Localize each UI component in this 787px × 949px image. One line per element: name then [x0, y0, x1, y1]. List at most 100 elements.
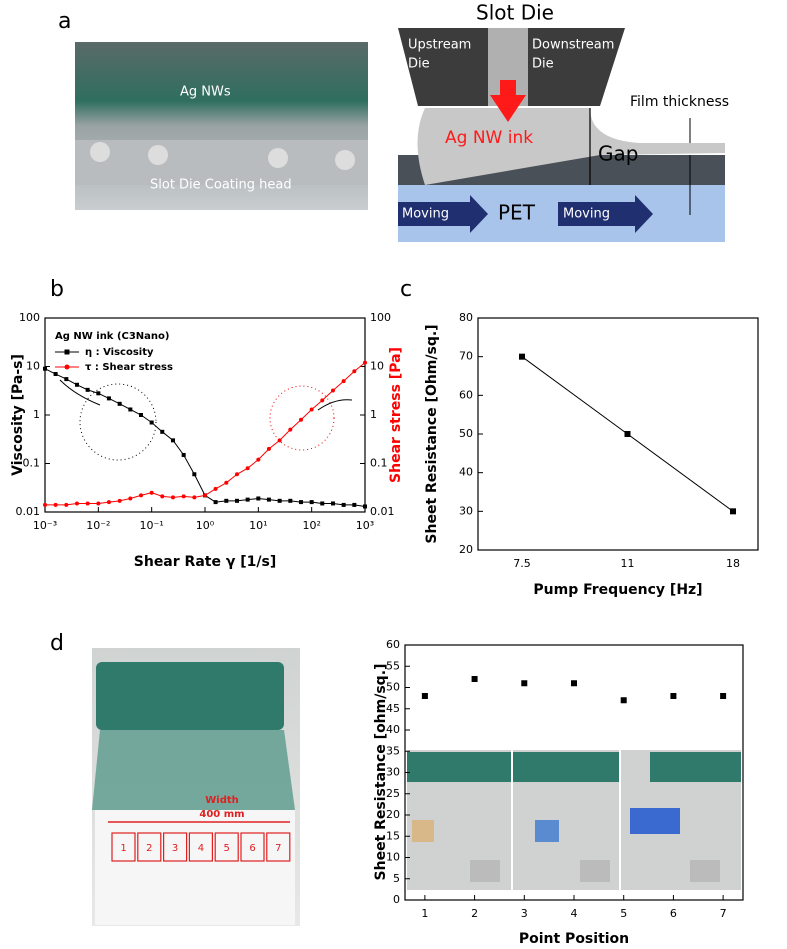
data-point — [288, 498, 293, 503]
y-tick-label: 0 — [393, 893, 400, 906]
point-box — [240, 832, 265, 862]
x-tick-label: 2 — [471, 907, 478, 920]
data-point — [288, 427, 293, 432]
data-point — [720, 693, 727, 699]
y2-tick-label: 100 — [370, 311, 391, 324]
data-point — [74, 382, 79, 387]
diagram-label: Upstream — [408, 38, 471, 53]
x-tick-label: 7 — [720, 907, 727, 920]
annotation-circle — [269, 385, 335, 451]
data-point — [74, 501, 79, 506]
y-tick-label: 40 — [459, 466, 473, 479]
data-point — [245, 497, 250, 502]
y-tick-label: 20 — [459, 543, 473, 556]
point-label: 7 — [275, 843, 281, 854]
data-point — [160, 494, 165, 499]
chart: 0.01 0.1 1 10 100 0.01 0.1 1 10 100 10⁻³ 10⁻² 10⁻¹ 10… — [10, 311, 404, 570]
point-box — [188, 832, 213, 862]
y2-axis-label: Shear stress [Pa] — [388, 347, 404, 483]
x-axis-label: Shear Rate γ [1/s] — [134, 554, 276, 570]
y-tick-label: 70 — [459, 350, 473, 363]
data-point — [43, 502, 47, 507]
data-point — [128, 496, 133, 501]
x-tick-label: 10⁰ — [196, 519, 215, 532]
point-label: 5 — [224, 843, 230, 854]
x-tick-label: 7.5 — [513, 557, 531, 570]
y-tick-label: 30 — [459, 504, 473, 517]
data-point — [341, 379, 346, 384]
data-point — [85, 501, 90, 506]
panel-label: c — [400, 277, 412, 302]
data-point — [330, 501, 335, 506]
x-tick-label: 5 — [620, 907, 627, 920]
x-tick-label: 18 — [726, 557, 740, 570]
y-tick-label: 55 — [386, 659, 400, 672]
annotation-arrow — [317, 399, 353, 411]
chart: 20 30 40 50 60 70 80 7.5 11 18 Pump Frequency [Hz]… — [424, 311, 759, 598]
point-box — [163, 832, 188, 862]
data-point — [256, 496, 261, 501]
y2-tick-label: 0.01 — [370, 505, 395, 518]
diagram-label: Moving — [563, 207, 610, 222]
panel-label: b — [50, 277, 64, 302]
data-point — [181, 452, 186, 457]
data-point — [149, 420, 154, 425]
y-tick-label: 80 — [459, 311, 473, 324]
x-tick-label: 4 — [571, 907, 578, 920]
data-point — [192, 495, 197, 500]
data-point — [571, 680, 577, 687]
data-point — [213, 500, 218, 505]
data-point — [170, 438, 175, 443]
data-point — [299, 417, 304, 422]
x-axis-label: Pump Frequency [Hz] — [533, 582, 702, 598]
diagram-label: Ag NW ink — [445, 128, 533, 148]
data-point — [421, 693, 428, 699]
y-tick-label: 5 — [393, 872, 400, 885]
diagram-label: Die — [532, 57, 554, 72]
photo-label: 400 mm — [199, 809, 244, 820]
legend-marker — [64, 364, 70, 370]
y-tick-label: 45 — [386, 702, 400, 715]
data-point — [521, 680, 528, 687]
y-tick-label: 50 — [386, 681, 400, 694]
data-point — [117, 498, 122, 503]
y-tick-label: 20 — [386, 808, 400, 821]
data-point — [234, 498, 239, 503]
data-point — [139, 493, 144, 498]
y-tick-label: 1 — [33, 408, 40, 421]
data-point — [106, 500, 111, 505]
y-tick-label: 0.1 — [23, 457, 41, 470]
data-point — [160, 429, 165, 434]
legend-label: η : Viscosity — [85, 347, 154, 358]
y-axis-label: Sheet Resistance [Ohm/sq.] — [424, 324, 440, 543]
y-tick-label: 50 — [459, 427, 473, 440]
point-box — [137, 832, 162, 862]
inset-photos — [407, 750, 741, 890]
x-tick-label: 10² — [302, 519, 320, 532]
point-label: 4 — [198, 843, 204, 854]
y-tick-label: 60 — [459, 388, 473, 401]
photo-label: Slot Die Coating head — [150, 178, 292, 193]
data-point — [64, 377, 69, 382]
x-tick-label: 3 — [521, 907, 528, 920]
data-point — [224, 480, 229, 485]
x-tick-label: 10³ — [356, 519, 374, 532]
data-point — [106, 396, 111, 401]
x-tick-label: 6 — [670, 907, 677, 920]
data-point — [341, 502, 346, 507]
data-point — [320, 398, 325, 403]
point-label: 6 — [249, 843, 255, 854]
data-point — [266, 446, 271, 451]
plot-frame — [477, 317, 759, 551]
data-point — [320, 501, 325, 506]
legend-marker — [64, 349, 70, 355]
y2-tick-label: 10 — [370, 360, 384, 373]
diagram-label: PET — [498, 201, 536, 225]
point-label: 3 — [172, 843, 178, 854]
point-box — [214, 832, 239, 862]
data-point — [96, 391, 101, 396]
data-point — [471, 676, 478, 682]
data-point — [224, 498, 229, 503]
